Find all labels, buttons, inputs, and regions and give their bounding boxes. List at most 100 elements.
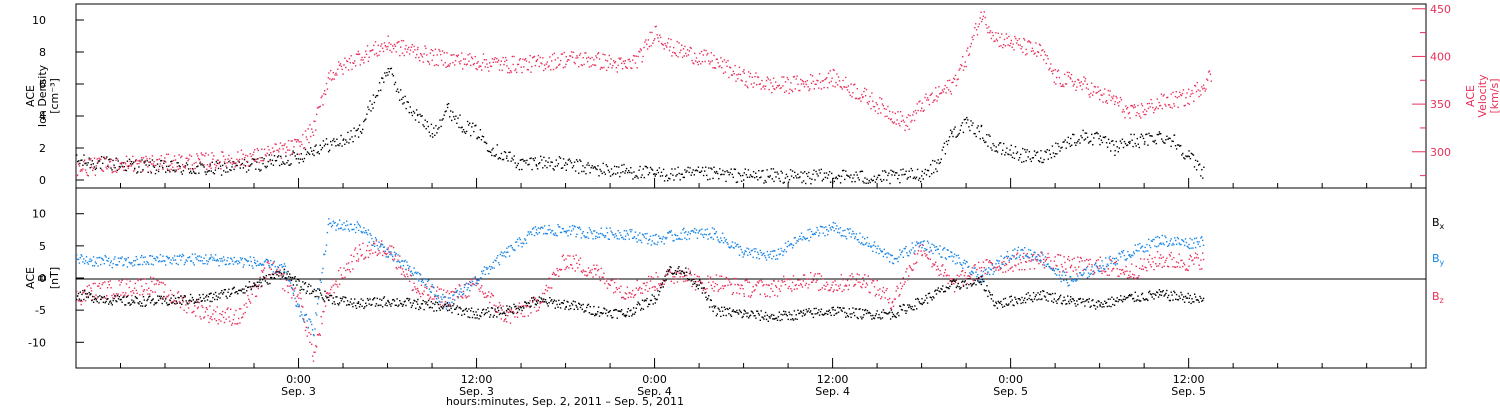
bz-point bbox=[1060, 263, 1063, 266]
bz-point bbox=[675, 272, 678, 274]
density-point bbox=[589, 172, 591, 174]
by-point bbox=[718, 241, 720, 243]
density-point bbox=[1195, 169, 1198, 171]
density-point bbox=[896, 172, 898, 174]
bz-point bbox=[147, 293, 149, 295]
velocity-point bbox=[1057, 69, 1060, 71]
density-point bbox=[1135, 145, 1137, 147]
density-point bbox=[373, 101, 376, 104]
by-point bbox=[648, 239, 650, 241]
velocity-point bbox=[799, 89, 801, 92]
by-point bbox=[501, 255, 503, 257]
velocity-point bbox=[899, 111, 902, 113]
density-point bbox=[437, 128, 439, 130]
density-point bbox=[947, 139, 950, 142]
by-point bbox=[721, 232, 724, 234]
velocity-point bbox=[84, 169, 87, 171]
by-point bbox=[381, 243, 383, 245]
density-point bbox=[1130, 133, 1132, 136]
bz-point bbox=[445, 291, 448, 294]
by-point bbox=[1051, 269, 1054, 271]
density-point bbox=[180, 171, 182, 173]
density-point bbox=[466, 120, 469, 123]
density-point bbox=[821, 180, 823, 182]
density-point bbox=[1071, 144, 1073, 146]
bz-point bbox=[510, 309, 513, 311]
by-point bbox=[710, 236, 713, 239]
density-point bbox=[369, 100, 371, 102]
velocity-point bbox=[883, 107, 885, 110]
by-point bbox=[546, 233, 548, 235]
bz-point bbox=[1191, 260, 1193, 262]
by-point bbox=[336, 225, 338, 227]
by-point bbox=[420, 280, 423, 283]
velocity-point bbox=[740, 79, 742, 81]
bz-point bbox=[610, 279, 612, 282]
density-point bbox=[378, 82, 381, 84]
density-point bbox=[205, 173, 207, 176]
by-point bbox=[964, 263, 966, 265]
velocity-point bbox=[290, 140, 292, 142]
velocity-point bbox=[477, 61, 479, 63]
by-point bbox=[1018, 256, 1020, 258]
by-point bbox=[139, 263, 141, 266]
velocity-point bbox=[838, 80, 841, 82]
bz-point bbox=[864, 286, 867, 288]
density-point bbox=[498, 157, 501, 159]
velocity-point bbox=[669, 46, 671, 48]
by-point bbox=[933, 244, 935, 246]
by-point bbox=[810, 236, 812, 238]
by-point bbox=[775, 254, 778, 257]
velocity-point bbox=[570, 55, 572, 57]
density-point bbox=[657, 171, 660, 174]
bz-point bbox=[467, 282, 469, 285]
velocity-point bbox=[491, 58, 494, 60]
velocity-point bbox=[385, 46, 387, 48]
bz-point bbox=[221, 314, 223, 316]
by-point bbox=[592, 238, 594, 240]
density-point bbox=[598, 175, 600, 177]
velocity-point bbox=[847, 85, 850, 87]
bz-point bbox=[389, 245, 391, 247]
bz-point bbox=[1040, 261, 1042, 263]
bz-point bbox=[887, 298, 889, 301]
bz-point bbox=[927, 258, 930, 260]
velocity-point bbox=[714, 67, 717, 69]
bz-point bbox=[485, 296, 487, 298]
bz-point bbox=[1066, 271, 1068, 273]
density-point bbox=[937, 159, 939, 161]
velocity-point bbox=[406, 51, 408, 53]
density-point bbox=[1122, 146, 1125, 149]
by-point bbox=[708, 233, 710, 236]
velocity-point bbox=[234, 166, 236, 168]
velocity-point bbox=[721, 60, 724, 63]
velocity-point bbox=[184, 167, 186, 169]
bz-point bbox=[877, 289, 879, 291]
velocity-point bbox=[1013, 49, 1015, 51]
bz-point bbox=[328, 296, 330, 298]
velocity-point bbox=[918, 101, 920, 103]
density-point bbox=[724, 171, 726, 173]
bz-point bbox=[397, 259, 399, 261]
by-point bbox=[534, 226, 537, 228]
density-point bbox=[446, 103, 448, 106]
density-point bbox=[575, 159, 578, 161]
bz-point bbox=[513, 312, 515, 314]
bz-point bbox=[1015, 265, 1017, 267]
density-point bbox=[1176, 144, 1179, 146]
velocity-point bbox=[303, 147, 305, 149]
density-point bbox=[1041, 161, 1043, 164]
bz-point bbox=[569, 255, 571, 257]
bz-point bbox=[720, 287, 722, 289]
density-point bbox=[908, 170, 910, 172]
by-point bbox=[901, 250, 904, 252]
bz-point bbox=[730, 283, 733, 285]
by-point bbox=[505, 256, 507, 258]
by-point bbox=[502, 252, 504, 254]
density-point bbox=[603, 171, 605, 173]
by-point bbox=[454, 291, 457, 293]
velocity-point bbox=[893, 121, 896, 123]
velocity-point bbox=[223, 161, 226, 163]
bz-point bbox=[482, 293, 485, 295]
velocity-point bbox=[1120, 99, 1123, 101]
